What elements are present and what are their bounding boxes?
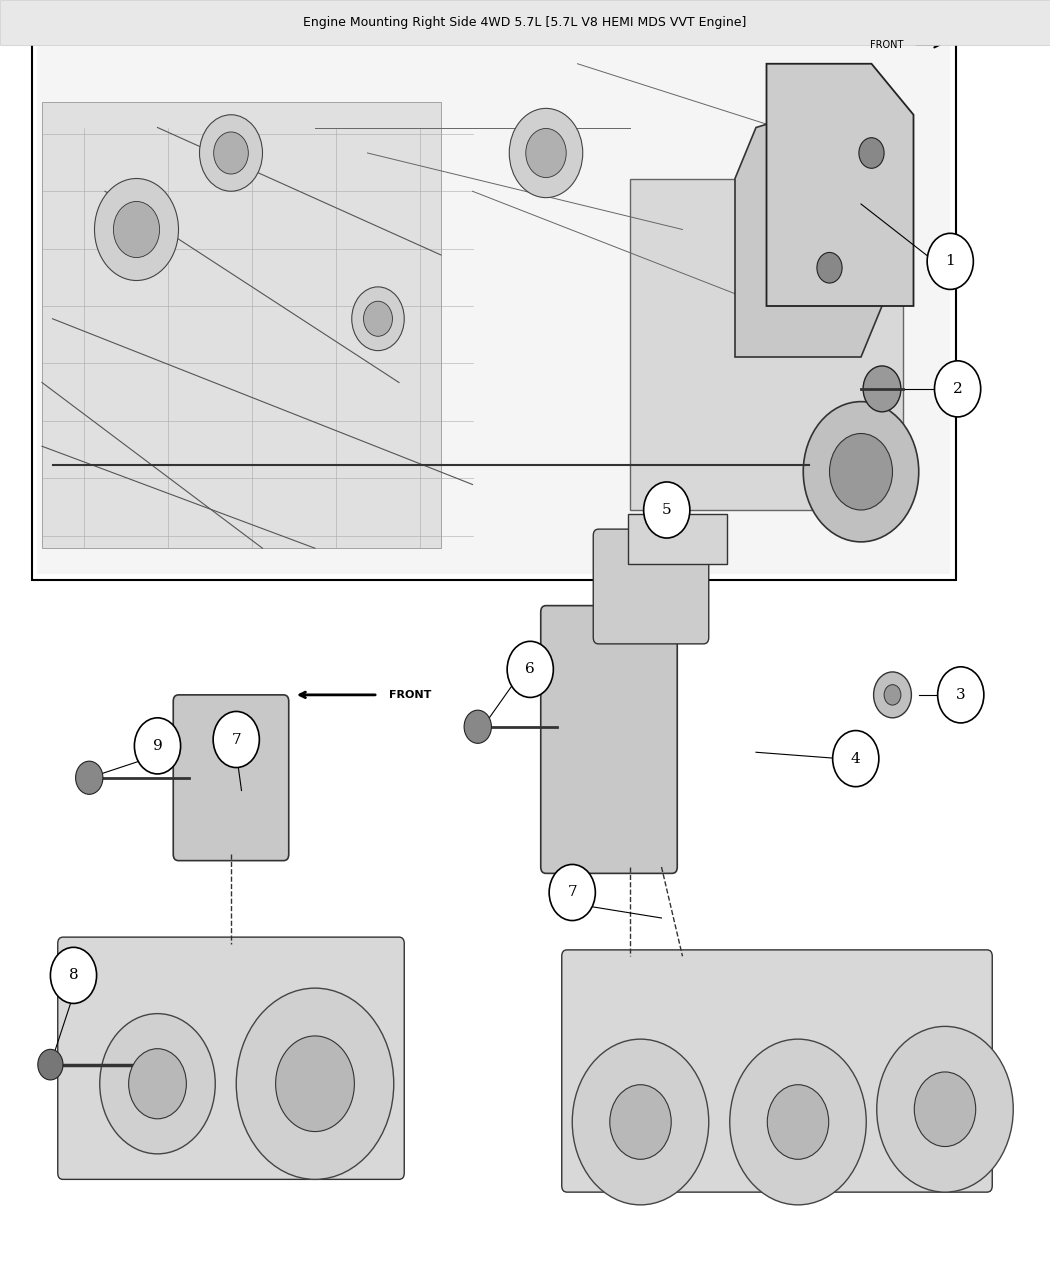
Circle shape	[526, 129, 566, 177]
Text: 1: 1	[945, 255, 956, 268]
Circle shape	[817, 252, 842, 283]
Circle shape	[352, 287, 404, 351]
Circle shape	[507, 641, 553, 697]
Circle shape	[859, 138, 884, 168]
Circle shape	[874, 672, 911, 718]
FancyBboxPatch shape	[58, 937, 404, 1179]
Text: 8: 8	[68, 969, 79, 982]
Text: FRONT: FRONT	[388, 690, 430, 700]
Circle shape	[38, 1049, 63, 1080]
Circle shape	[934, 361, 981, 417]
Text: 4: 4	[850, 752, 861, 765]
Circle shape	[803, 402, 919, 542]
Circle shape	[644, 482, 690, 538]
Circle shape	[275, 1035, 355, 1132]
FancyBboxPatch shape	[562, 950, 992, 1192]
Circle shape	[100, 1014, 215, 1154]
Circle shape	[938, 667, 984, 723]
Circle shape	[213, 711, 259, 768]
Polygon shape	[766, 64, 914, 306]
FancyBboxPatch shape	[173, 695, 289, 861]
Circle shape	[830, 434, 892, 510]
Circle shape	[113, 201, 160, 258]
Circle shape	[134, 718, 181, 774]
FancyBboxPatch shape	[0, 0, 1050, 45]
FancyBboxPatch shape	[42, 102, 441, 548]
Text: 2: 2	[952, 382, 963, 395]
Text: FRONT: FRONT	[869, 40, 903, 50]
Circle shape	[833, 731, 879, 787]
FancyBboxPatch shape	[541, 606, 677, 873]
Circle shape	[464, 710, 491, 743]
Circle shape	[572, 1039, 709, 1205]
Circle shape	[768, 1085, 828, 1159]
Text: Engine Mounting Right Side 4WD 5.7L [5.7L V8 HEMI MDS VVT Engine]: Engine Mounting Right Side 4WD 5.7L [5.7…	[303, 17, 747, 29]
Polygon shape	[735, 102, 882, 357]
Circle shape	[128, 1048, 187, 1119]
Circle shape	[363, 301, 393, 337]
Circle shape	[236, 988, 394, 1179]
Text: 3: 3	[956, 688, 966, 701]
Circle shape	[927, 233, 973, 289]
FancyBboxPatch shape	[630, 179, 903, 510]
Circle shape	[94, 179, 178, 280]
FancyBboxPatch shape	[628, 514, 727, 564]
Circle shape	[730, 1039, 866, 1205]
Circle shape	[509, 108, 583, 198]
Circle shape	[549, 864, 595, 921]
Text: 5: 5	[662, 504, 672, 516]
Text: 7: 7	[231, 733, 242, 746]
Circle shape	[877, 1026, 1013, 1192]
Text: 7: 7	[567, 886, 578, 899]
Text: 9: 9	[152, 740, 163, 752]
FancyBboxPatch shape	[32, 32, 956, 580]
Circle shape	[50, 947, 97, 1003]
Text: 6: 6	[525, 663, 536, 676]
Circle shape	[610, 1085, 671, 1159]
Circle shape	[884, 685, 901, 705]
Circle shape	[200, 115, 262, 191]
Circle shape	[915, 1072, 975, 1146]
FancyBboxPatch shape	[37, 45, 950, 574]
Circle shape	[214, 133, 248, 173]
Circle shape	[863, 366, 901, 412]
Circle shape	[76, 761, 103, 794]
FancyBboxPatch shape	[593, 529, 709, 644]
